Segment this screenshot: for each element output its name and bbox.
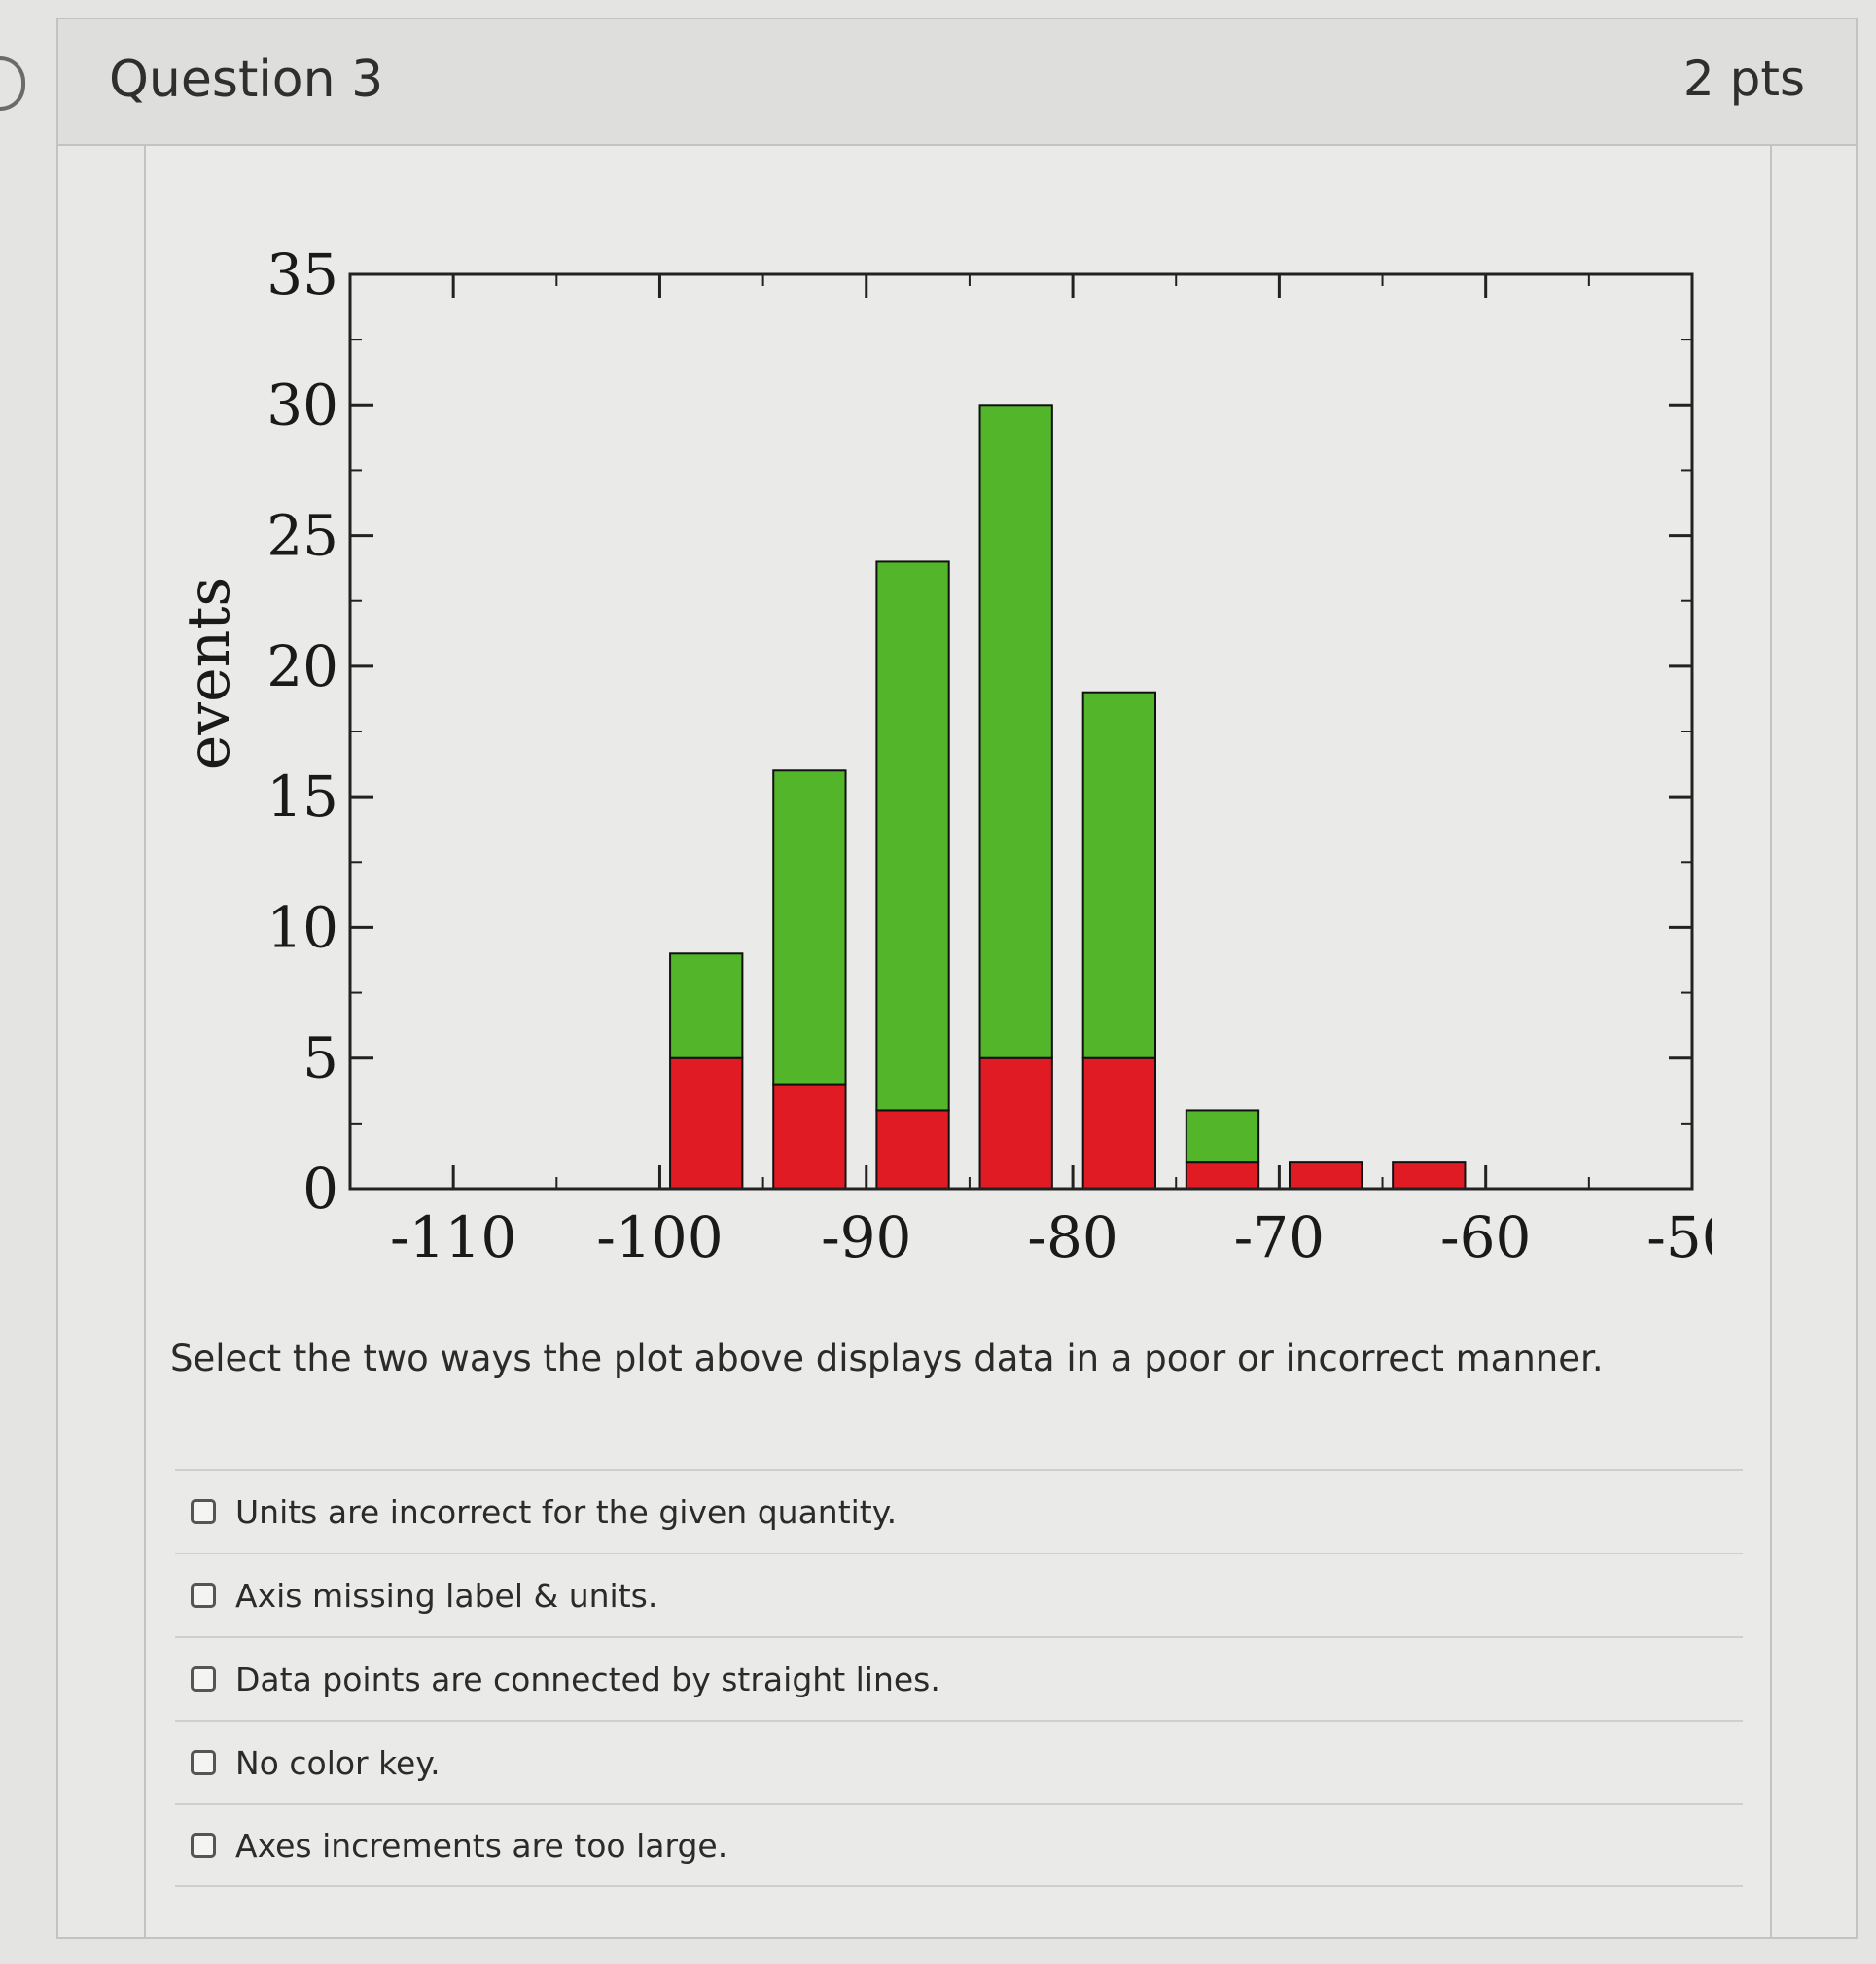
bar-red-7 [1392,1161,1467,1191]
previous-arrow-icon[interactable] [0,56,25,111]
bar-red-5 [1185,1161,1260,1191]
option-label: No color key. [235,1743,441,1782]
checkbox[interactable] [191,1499,216,1524]
y-axis-label: events [175,577,243,769]
checkbox[interactable] [191,1583,216,1608]
y-tick-label: 5 [302,1025,338,1091]
checkbox[interactable] [191,1750,216,1775]
question-card: Question 3 2 pts [56,18,1858,1939]
option-label: Units are incorrect for the given quanti… [235,1492,898,1531]
checkbox[interactable] [191,1833,216,1858]
option-axis-missing-label[interactable]: Axis missing label & units. [175,1553,1743,1636]
bar-green-4 [1081,691,1157,1059]
y-tick-label: 15 [266,764,338,830]
option-straight-lines[interactable]: Data points are connected by straight li… [175,1636,1743,1720]
x-tick-label: -110 [390,1204,516,1270]
question-body [144,146,1772,1939]
bar-red-6 [1289,1161,1363,1191]
y-tick-label: 25 [266,503,338,569]
question-prompt: Select the two ways the plot above displ… [170,1338,1604,1379]
bar-green-2 [875,560,950,1112]
x-tick-label: -50 [1646,1204,1712,1270]
option-label: Data points are connected by straight li… [235,1660,940,1698]
bar-red-2 [875,1109,950,1191]
bar-red-3 [978,1056,1053,1191]
question-title: Question 3 [109,51,384,109]
option-label: Axes increments are too large. [235,1826,728,1865]
x-tick-label: -60 [1440,1204,1531,1270]
y-tick-label: 10 [266,894,338,960]
y-tick-label: 0 [302,1156,338,1222]
option-label: Axis missing label & units. [235,1576,658,1615]
x-tick-label: -70 [1234,1204,1325,1270]
x-tick-label: -90 [821,1204,911,1270]
bar-red-4 [1081,1056,1157,1191]
x-tick-label: -100 [596,1204,723,1270]
histogram-chart: 0 5 10 15 20 25 30 35 -110 -100 -90 -80 -70 -60 -50 eve… [175,241,1712,1270]
option-axes-increments[interactable]: Axes increments are too large. [175,1803,1743,1887]
option-units-incorrect[interactable]: Units are incorrect for the given quanti… [175,1469,1743,1553]
question-points: 2 pts [1682,51,1805,107]
bar-red-0 [669,1056,744,1191]
bar-green-1 [772,769,847,1086]
question-header: Question 3 2 pts [58,19,1856,146]
y-tick-label: 30 [266,372,338,438]
y-tick-label: 35 [266,241,338,307]
bar-green-0 [669,952,744,1059]
answer-options: Units are incorrect for the given quanti… [175,1469,1743,1887]
x-tick-label: -80 [1027,1204,1117,1270]
bar-green-5 [1185,1109,1260,1164]
bar-green-3 [978,404,1053,1059]
bar-red-1 [772,1083,847,1190]
checkbox[interactable] [191,1666,216,1692]
option-no-color-key[interactable]: No color key. [175,1720,1743,1803]
y-tick-label: 20 [266,633,338,699]
